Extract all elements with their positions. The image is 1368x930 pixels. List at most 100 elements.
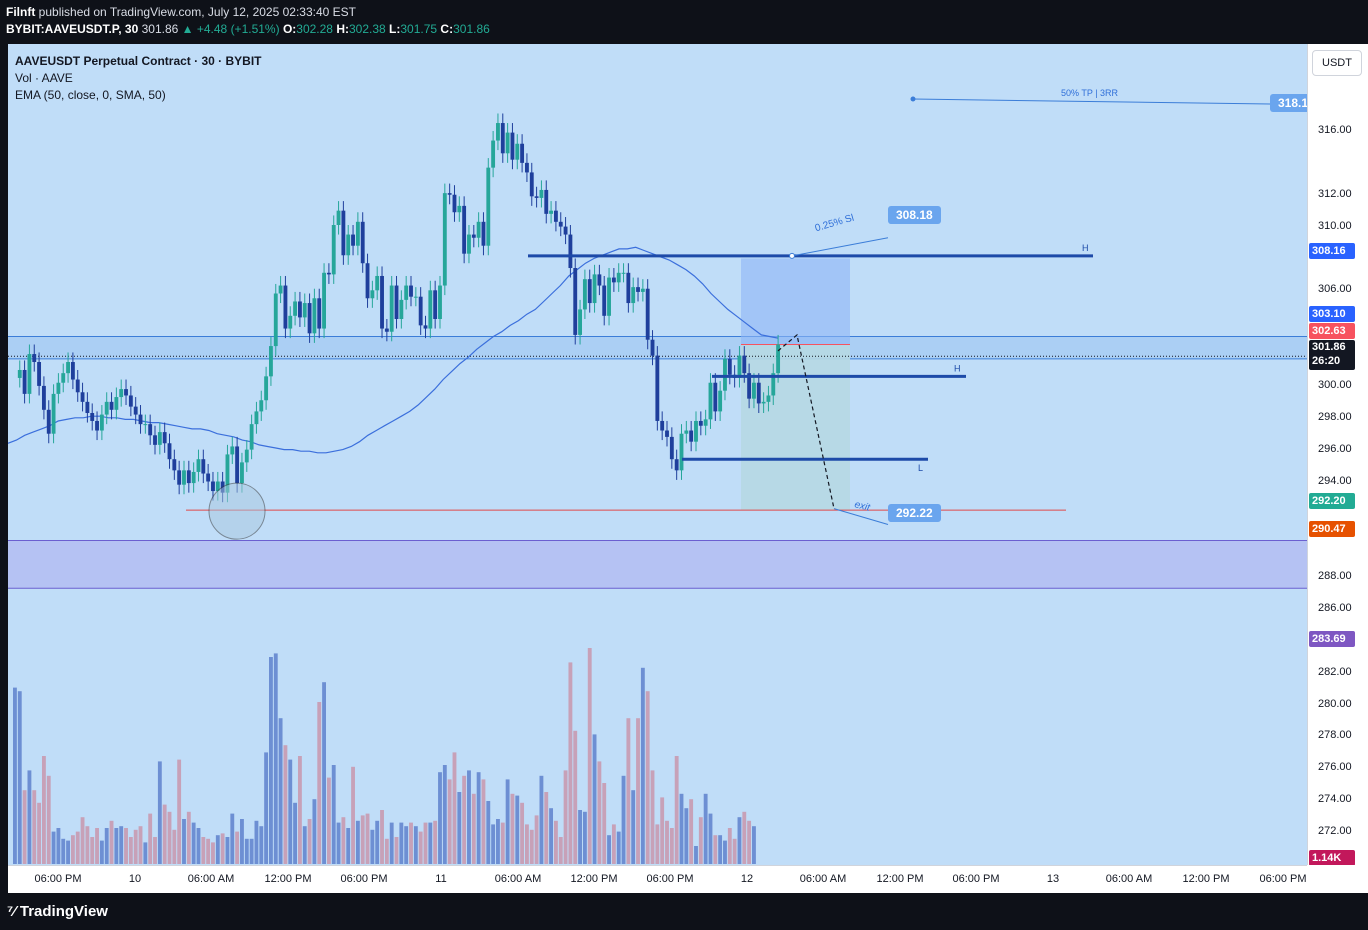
low-value: 301.75 — [400, 22, 438, 36]
candle-body — [206, 473, 211, 482]
volume-bar — [578, 810, 582, 864]
volume-bar — [133, 829, 138, 864]
candle-body — [201, 459, 206, 474]
stop-loss-price-label[interactable]: 308.18 — [888, 206, 941, 224]
time-tick: 06:00 PM — [340, 873, 388, 885]
volume-bar — [191, 822, 196, 864]
candle-body — [747, 373, 752, 399]
price-label[interactable]: 308.16 — [1309, 243, 1355, 259]
candle-body — [534, 196, 539, 198]
candle-body — [288, 315, 293, 329]
volume-bar — [46, 775, 51, 864]
volume-bar — [428, 822, 433, 864]
volume-bar — [138, 826, 143, 864]
price-label[interactable]: 303.10 — [1309, 306, 1355, 322]
publish-header: Filnft published on TradingView.com, Jul… — [0, 0, 1368, 44]
price-label[interactable]: 290.47 — [1309, 521, 1355, 537]
candle-body — [587, 279, 592, 304]
candle-body — [389, 285, 394, 332]
volume-bar — [655, 824, 660, 864]
exit-price-label[interactable]: 292.22 — [888, 504, 941, 522]
volume-bar — [476, 772, 481, 864]
candle-body — [249, 424, 254, 450]
volume-bar — [409, 822, 413, 864]
candle-body — [37, 362, 42, 386]
chart-pane[interactable]: H H L 0.25% Sl exit 50% TP | 3RR AAVEUSDT Per… — [8, 44, 1307, 865]
price-label[interactable]: 301.86 26:20 — [1309, 340, 1355, 370]
volume-bar — [660, 797, 665, 864]
candle-body — [22, 369, 27, 394]
candle-body — [491, 140, 496, 168]
volume-bar — [708, 813, 713, 864]
volume-bar — [563, 770, 568, 864]
volume-bar — [75, 831, 80, 864]
volume-bar — [302, 826, 307, 864]
price-label[interactable]: 283.69 — [1309, 631, 1355, 647]
volume-bar — [679, 793, 684, 864]
take-profit-anchor — [910, 96, 916, 102]
candle-body — [167, 443, 172, 460]
candle-body — [114, 397, 119, 410]
candle-body — [124, 389, 128, 396]
candle-body — [703, 419, 708, 426]
volume-bar — [553, 820, 558, 864]
volume-bar — [331, 765, 336, 864]
tradingview-logo[interactable]: ⁷⁄ TradingView — [7, 903, 108, 920]
volume-bar — [293, 802, 298, 864]
volume-bar — [418, 831, 423, 864]
price-label[interactable]: 1.14K — [1309, 850, 1355, 866]
symbol-ohlc-line: BYBIT:AAVEUSDT.P, 30 301.86 ▲ +4.48 (+1.… — [6, 22, 490, 36]
legend-ema[interactable]: EMA (50, close, 0, SMA, 50) — [15, 88, 166, 102]
volume-bar — [182, 819, 186, 864]
candle-body — [752, 382, 756, 399]
price-axis[interactable]: USDT 316.00 312.00 310.00 306.00 300.00 298.0… — [1307, 44, 1368, 866]
candle-body — [119, 389, 124, 398]
volume-bar — [215, 835, 220, 864]
symbol-line: BYBIT:AAVEUSDT.P, 30 — [6, 22, 139, 36]
volume-bar — [307, 819, 312, 864]
volume-bar — [626, 718, 631, 864]
volume-bar — [650, 770, 655, 864]
take-profit-price-label[interactable]: 318.1 — [1270, 94, 1307, 112]
chart-canvas[interactable]: H H L 0.25% Sl exit 50% TP | 3RR — [8, 44, 1307, 865]
exit-trendline — [833, 508, 889, 525]
volume-bar — [109, 820, 114, 864]
volume-bar — [172, 829, 177, 864]
legend-title[interactable]: AAVEUSDT Perpetual Contract · 30 · BYBIT — [15, 54, 262, 68]
candle-body — [346, 234, 351, 256]
candle-body — [99, 414, 104, 431]
volume-bar — [95, 828, 99, 864]
time-axis[interactable]: 06:00 PM 10 06:00 AM 12:00 PM 06:00 PM 11 06:0… — [8, 865, 1307, 894]
time-tick: 12:00 PM — [570, 873, 618, 885]
candle-body — [558, 221, 563, 227]
volume-bar — [694, 846, 698, 864]
candle-body — [394, 285, 399, 319]
volume-bar — [148, 813, 153, 864]
candle-body — [669, 436, 674, 460]
candle-body — [341, 210, 346, 256]
author-name[interactable]: Filnft — [6, 5, 36, 19]
volume-bar — [322, 682, 326, 864]
price-tick: 274.00 — [1318, 793, 1352, 806]
price-label[interactable]: 302.63 — [1309, 323, 1355, 339]
candle-body — [568, 234, 573, 269]
price-tick: 312.00 — [1318, 187, 1352, 200]
legend-volume[interactable]: Vol · AAVE — [15, 71, 73, 85]
candle-body — [264, 376, 269, 401]
price-label[interactable]: 292.20 — [1309, 493, 1355, 509]
currency-button[interactable]: USDT — [1312, 50, 1362, 76]
volume-bar — [336, 822, 341, 864]
time-tick: 06:00 PM — [646, 873, 694, 885]
candle-body — [607, 277, 611, 316]
volume-bar — [13, 687, 17, 864]
ema-line — [8, 246, 779, 454]
candle-body — [771, 373, 776, 396]
volume-bar — [399, 822, 404, 864]
candle-body — [549, 210, 554, 214]
candle-body — [95, 420, 99, 431]
volume-bar — [718, 835, 723, 864]
volume-bar — [254, 820, 259, 864]
candle-body — [307, 303, 312, 334]
volume-bar — [114, 828, 119, 864]
candle-body — [211, 481, 215, 492]
